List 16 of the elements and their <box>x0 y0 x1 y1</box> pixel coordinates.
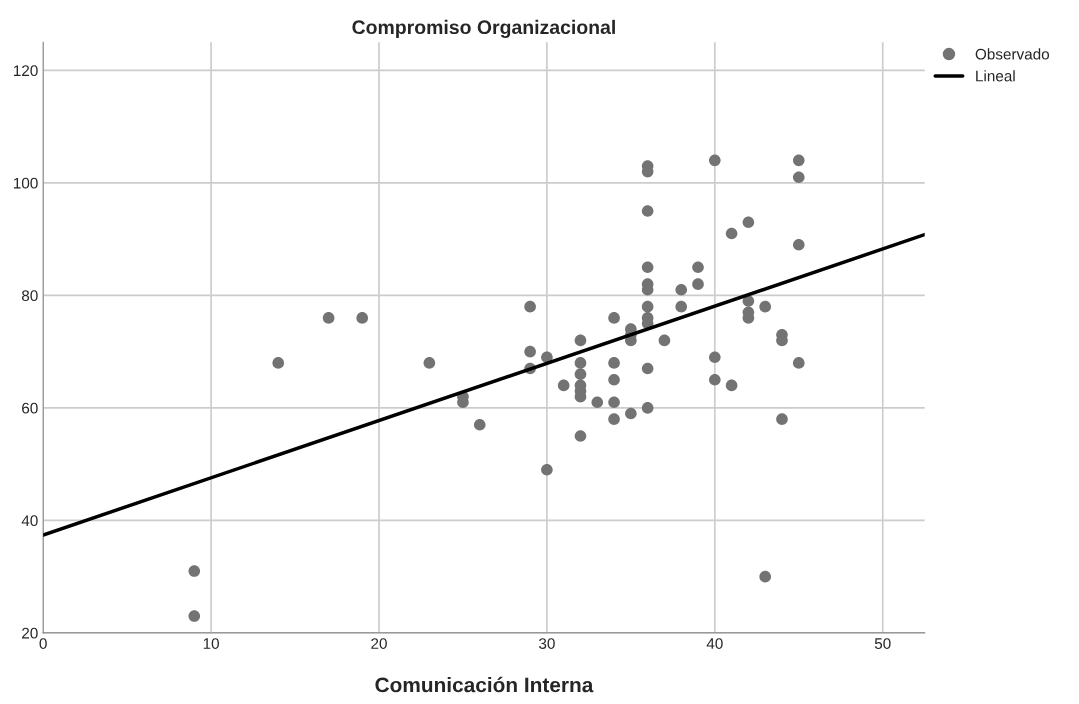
x-tick-label: 20 <box>371 638 387 649</box>
x-tick-label: 40 <box>706 638 723 649</box>
y-tick-label: 60 <box>22 402 38 414</box>
y-tick-label: 120 <box>13 65 38 77</box>
x-tick-label: 50 <box>874 638 891 649</box>
x-tick-label: 0 <box>39 638 47 649</box>
legend-label: Lineal <box>976 70 1015 82</box>
x-tick-label: 30 <box>538 638 555 649</box>
legend-label: Observado <box>975 48 1050 60</box>
y-tick-label: 20 <box>22 627 38 639</box>
y-tick-label: 80 <box>21 290 38 302</box>
y-tick-label: 100 <box>13 177 38 189</box>
x-axis-title: Comunicación Interna <box>375 676 594 693</box>
chart-title: Compromiso Organizacional <box>352 19 615 39</box>
y-tick-label: 40 <box>21 515 38 527</box>
x-tick-label: 10 <box>203 638 219 649</box>
